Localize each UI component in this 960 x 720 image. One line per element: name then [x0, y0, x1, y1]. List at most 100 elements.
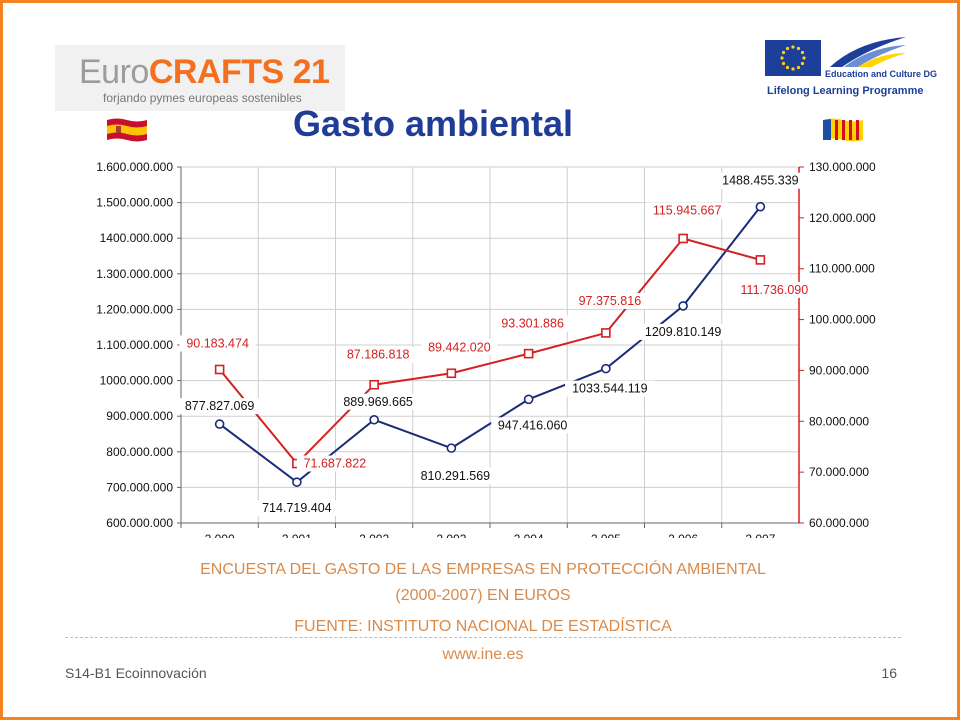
series-spain-data-label: 1033.544.119: [572, 382, 648, 396]
series-valencia-point: [601, 328, 611, 338]
source-url-link[interactable]: www.ine.es: [442, 646, 524, 663]
series-valencia-data-label: 71.687.822: [304, 457, 367, 471]
series-spain-line: [219, 206, 762, 484]
series-spain-point: [214, 419, 225, 429]
series-spain-data-label: 714.719.404: [262, 501, 332, 515]
eu-flag-icon: [765, 40, 821, 76]
x-axis-tick-label: 2.005: [591, 532, 621, 538]
footer-divider: [65, 637, 901, 638]
series-valencia-data-label: 89.442.020: [428, 340, 491, 354]
data-label-background: [645, 202, 729, 219]
right-axis-tick-label: 100.000.000: [809, 313, 876, 327]
x-axis-tick-label: 2.000: [205, 532, 235, 538]
series-valencia-point: [678, 233, 688, 244]
series-spain-data-label: 1209.810.149: [645, 325, 722, 339]
left-axis-tick-label: 1.100.000.000: [96, 338, 173, 352]
series-spain-data-label: 947.416.060: [498, 418, 568, 432]
series-valencia-line: [218, 237, 761, 466]
left-axis-tick-label: 600.000.000: [106, 516, 173, 530]
series-valencia-point: [369, 379, 379, 390]
left-axis-tick-label: 900.000.000: [106, 409, 173, 423]
data-label-background: [571, 292, 648, 309]
x-axis-tick-label: 2.003: [436, 532, 466, 538]
chart-series: [214, 201, 766, 487]
series-valencia-point: [446, 368, 457, 379]
eurocrafts-logo: EuroCRAFTS 21 forjando pymes europeas so…: [55, 45, 345, 111]
left-axis-tick-label: 800.000.000: [106, 445, 173, 459]
left-axis-tick-label: 1000.000.000: [100, 374, 174, 388]
logo-brand-crafts: CRAFTS 21: [148, 53, 330, 91]
logo-brand-euro: Euro: [79, 53, 149, 91]
data-label-background: [491, 417, 575, 434]
data-label-background: [494, 315, 571, 332]
chart-data-labels: 877.827.069 714.719.404 889.969.665 810.291…: [178, 172, 816, 517]
left-axis-tick-label: 1.200.000.000: [96, 302, 173, 316]
series-spain-point: [601, 363, 611, 374]
series-spain-point: [678, 301, 688, 311]
series-valencia-point: [523, 348, 534, 359]
chart-caption-line1: ENCUESTA DEL GASTO DE LAS EMPRESAS EN PR…: [200, 561, 766, 578]
data-label-background: [638, 323, 728, 340]
data-label-background: [732, 281, 816, 298]
series-spain-point: [523, 394, 534, 405]
data-label-background: [340, 346, 417, 363]
series-spain-data-label: 810.291.569: [421, 469, 491, 483]
eu-stars-icon: [780, 45, 806, 71]
education-culture-swoosh-icon: [830, 37, 906, 67]
right-axis-tick-label: 60.000.000: [809, 516, 869, 530]
valencia-flag-icon: [823, 118, 863, 142]
x-axis-tick-label: 2.007: [745, 532, 775, 538]
page-title: Gasto ambiental: [292, 103, 574, 144]
right-axis-tick-label: 130.000.000: [809, 160, 876, 174]
right-axis-tick-label: 70.000.000: [809, 465, 869, 479]
series-spain-point: [446, 443, 457, 453]
data-label-background: [421, 339, 498, 356]
right-axis-tick-label: 120.000.000: [809, 211, 876, 225]
series-valencia-data-label: 93.301.886: [501, 317, 564, 331]
eu-programme-text: Lifelong Learning Programme: [767, 85, 924, 97]
data-label-background: [178, 398, 262, 415]
left-axis-tick-label: 1.500.000.000: [96, 196, 173, 210]
page-number: 16: [881, 665, 897, 681]
series-valencia-point: [755, 255, 766, 265]
series-spain-data-label: 889.969.665: [343, 395, 413, 409]
eu-education-text: Education and Culture DG: [825, 69, 938, 79]
chart-caption-line2: (2000-2007) EN EUROS: [395, 587, 571, 604]
logo-tagline: forjando pymes europeas sostenibles: [103, 91, 302, 105]
spain-flag-icon: [107, 118, 147, 142]
series-spain-point: [292, 477, 302, 487]
x-axis-tick-label: 2.002: [359, 532, 389, 538]
x-axis-tick-label: 2.001: [282, 532, 312, 538]
data-label-background: [296, 455, 373, 472]
x-axis-tick-label: 2.004: [514, 532, 544, 538]
series-valencia-data-label: 111.736.090: [741, 283, 809, 297]
chart-axes: 600.000.000 700.000.000 800.000.000 900.000…: [96, 160, 876, 538]
x-axis-tick-label: 2.006: [668, 532, 698, 538]
right-axis-tick-label: 110.000.000: [809, 262, 875, 276]
data-label-background: [255, 500, 339, 517]
series-valencia-data-label: 90.183.474: [186, 336, 249, 350]
series-valencia-data-label: 87.186.818: [347, 348, 410, 362]
expenditure-line-chart: 600.000.000 700.000.000 800.000.000 900.000…: [96, 160, 876, 538]
data-label-background: [565, 380, 655, 397]
series-spain-point: [755, 201, 766, 212]
left-axis-tick-label: 700.000.000: [106, 480, 173, 494]
left-axis-tick-label: 1400.000.000: [100, 231, 174, 245]
right-axis-tick-label: 80.000.000: [809, 414, 869, 428]
logo-title: EuroCRAFTS 21: [79, 53, 330, 92]
series-valencia-point: [214, 364, 225, 375]
data-label-background: [413, 468, 497, 485]
data-label-background: [179, 335, 256, 352]
right-axis-tick-label: 90.000.000: [809, 363, 869, 377]
data-label-background: [336, 393, 420, 410]
series-spain-data-label: 877.827.069: [185, 399, 255, 413]
series-valencia-data-label: 115.945.667: [653, 203, 722, 217]
footer-course-code: S14-B1 Ecoinnovación: [65, 665, 207, 681]
left-axis-tick-label: 1.300.000.000: [96, 267, 173, 281]
series-spain-data-label: 1488.455.339: [722, 174, 799, 188]
left-axis-tick-label: 1.600.000.000: [96, 160, 173, 174]
data-label-background: [715, 172, 806, 189]
series-spain-point: [369, 414, 379, 425]
series-valencia-data-label: 97.375.816: [579, 294, 642, 308]
